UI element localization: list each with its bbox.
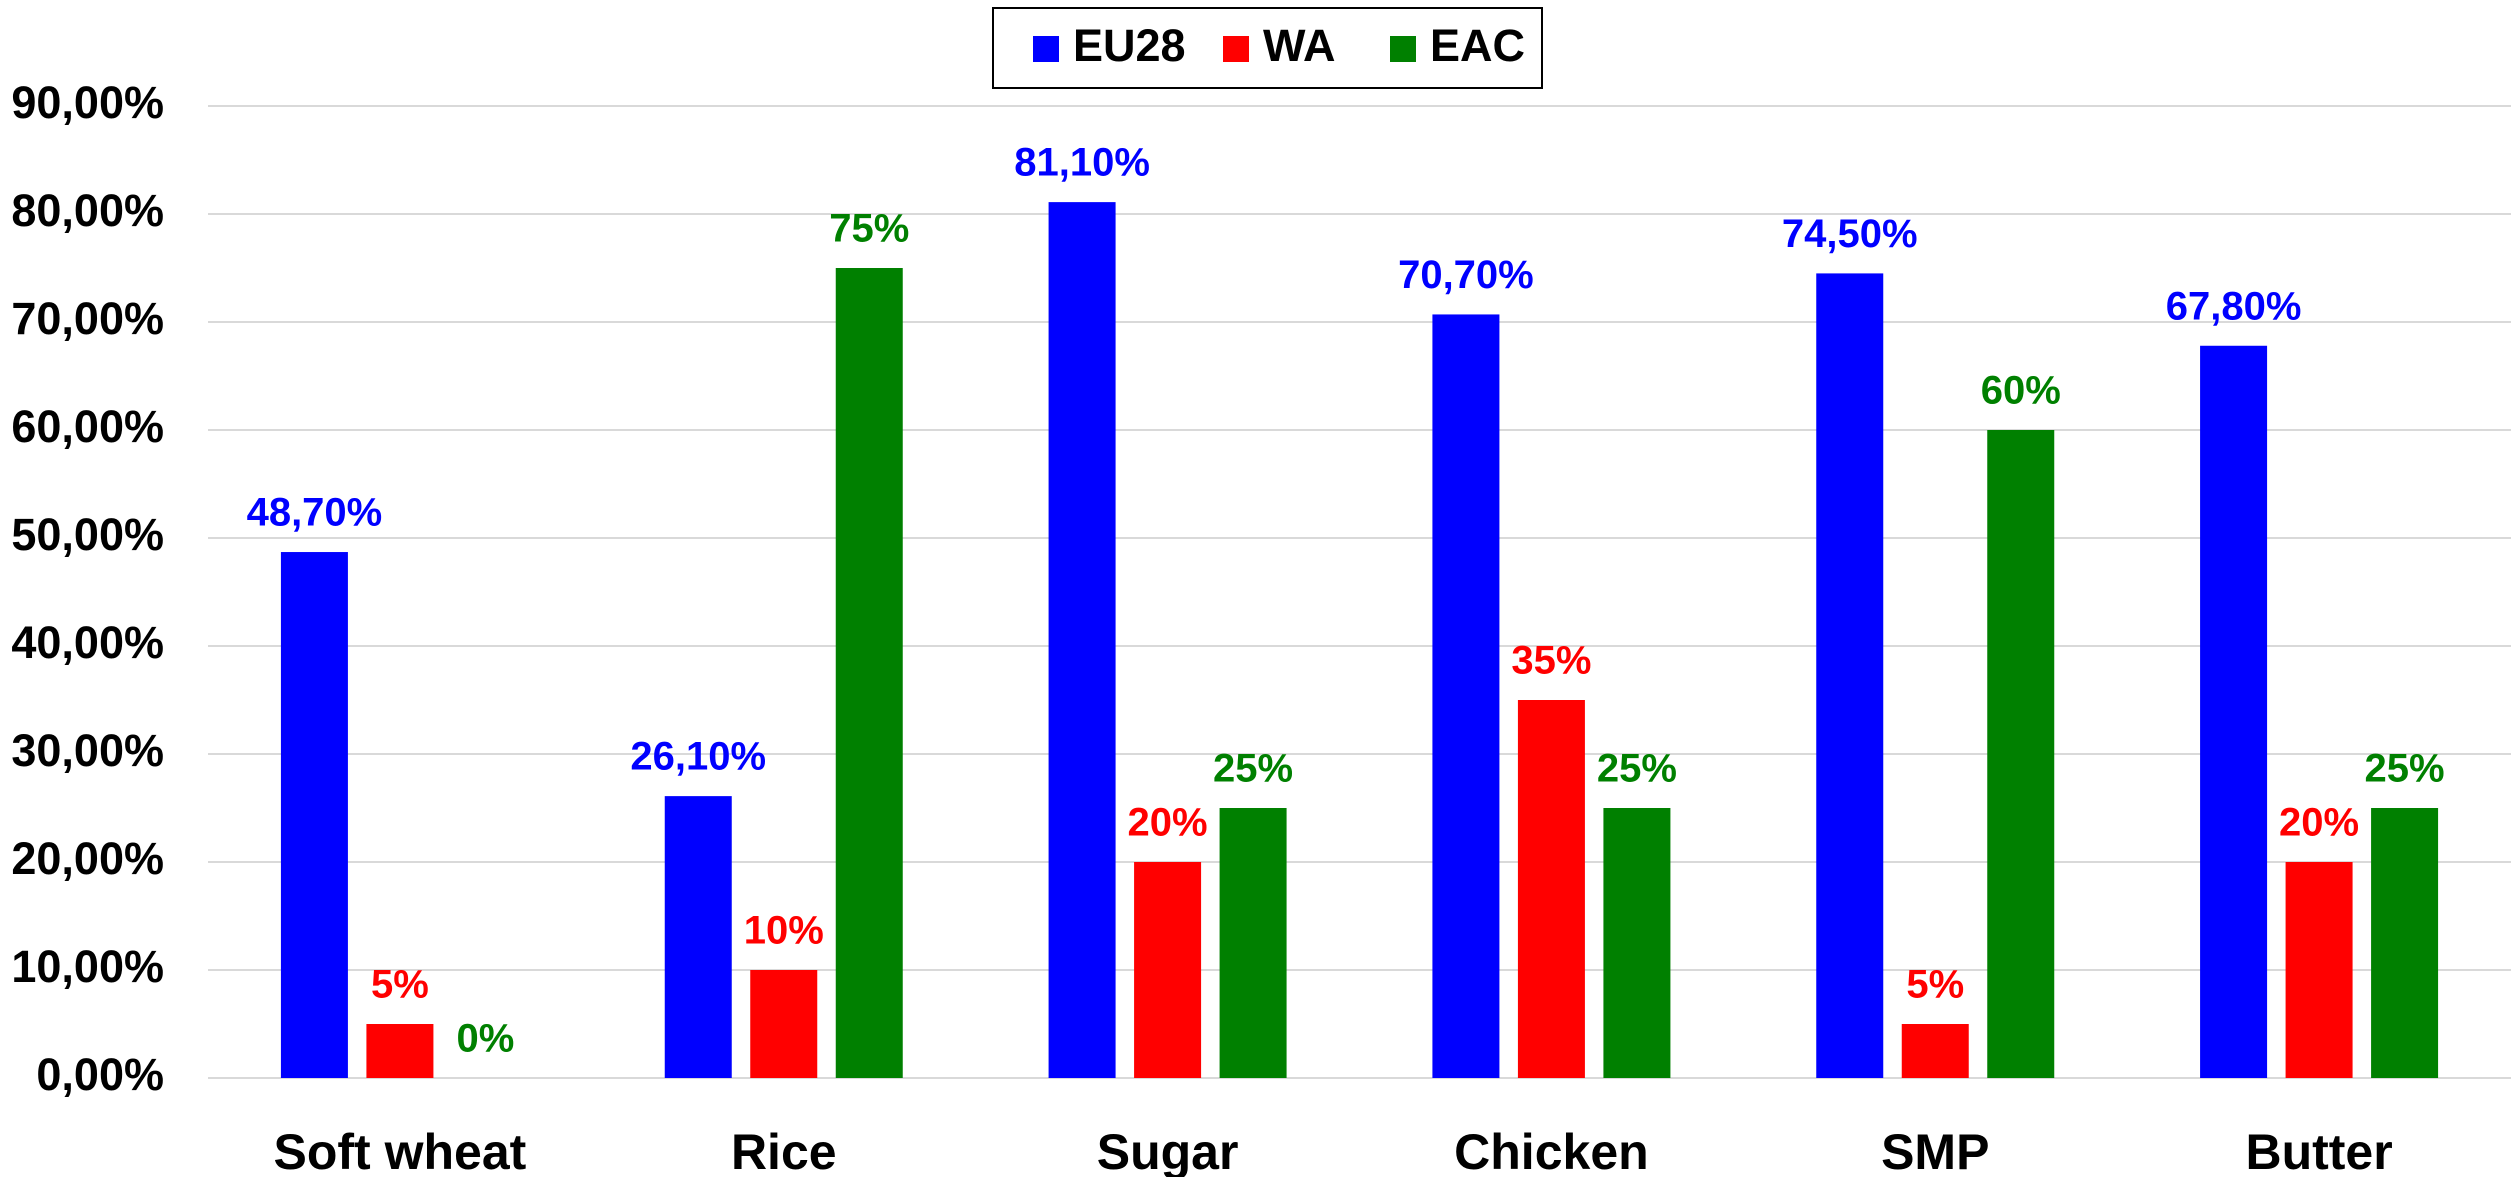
y-tick-label: 50,00% <box>11 509 164 560</box>
value-label: 67,80% <box>2166 284 2302 328</box>
y-tick-label: 90,00% <box>11 77 164 128</box>
bar <box>1048 202 1116 1078</box>
value-label: 60% <box>1981 369 2061 413</box>
value-label: 81,10% <box>1014 141 1150 185</box>
value-label: 75% <box>829 207 909 251</box>
legend-label: EU28 <box>1073 20 1186 71</box>
legend-swatch <box>1033 36 1059 62</box>
bar <box>1432 314 1500 1078</box>
legend-label: WA <box>1263 20 1336 71</box>
value-label: 35% <box>1511 639 1591 683</box>
value-label: 25% <box>1597 747 1677 791</box>
value-label: 20% <box>1128 801 1208 845</box>
x-tick-label: Soft wheat <box>274 1124 527 1177</box>
x-tick-label: Rice <box>731 1124 837 1177</box>
value-label: 5% <box>371 963 429 1007</box>
bar <box>2200 345 2268 1078</box>
y-tick-label: 20,00% <box>11 833 164 884</box>
value-label: 25% <box>2365 747 2445 791</box>
bar <box>664 796 732 1078</box>
value-label: 25% <box>1213 747 1293 791</box>
bar <box>2371 808 2439 1078</box>
value-label: 48,70% <box>247 491 383 535</box>
value-label: 74,50% <box>1782 212 1918 256</box>
legend-box <box>992 7 1543 89</box>
x-tick-label: SMP <box>1881 1124 1989 1177</box>
legend-label: EAC <box>1430 20 1525 71</box>
bar <box>280 552 348 1078</box>
value-label: 26,10% <box>630 735 766 779</box>
bar <box>1901 1024 1969 1078</box>
y-tick-label: 70,00% <box>11 293 164 344</box>
value-label: 20% <box>2279 801 2359 845</box>
bar <box>2285 862 2353 1078</box>
bar <box>750 970 818 1078</box>
bar <box>366 1024 434 1078</box>
legend-swatch <box>1390 36 1416 62</box>
value-label: 70,70% <box>1398 253 1534 297</box>
y-tick-label: 10,00% <box>11 941 164 992</box>
legend-swatch <box>1223 36 1249 62</box>
bar <box>835 268 903 1078</box>
x-tick-label: Butter <box>2245 1124 2392 1177</box>
value-label: 5% <box>1906 963 1964 1007</box>
bar <box>1987 430 2055 1078</box>
bar <box>1517 700 1585 1078</box>
y-tick-label: 60,00% <box>11 401 164 452</box>
y-tick-label: 30,00% <box>11 725 164 776</box>
bar <box>1603 808 1671 1078</box>
x-tick-label: Chicken <box>1454 1124 1649 1177</box>
value-label: 0% <box>457 1017 515 1061</box>
bar <box>1219 808 1287 1078</box>
y-tick-label: 80,00% <box>11 185 164 236</box>
x-tick-label: Sugar <box>1097 1124 1239 1177</box>
bar <box>1134 862 1202 1078</box>
y-tick-label: 0,00% <box>36 1049 164 1100</box>
y-tick-label: 40,00% <box>11 617 164 668</box>
value-label: 10% <box>744 909 824 953</box>
bar <box>1816 273 1884 1078</box>
